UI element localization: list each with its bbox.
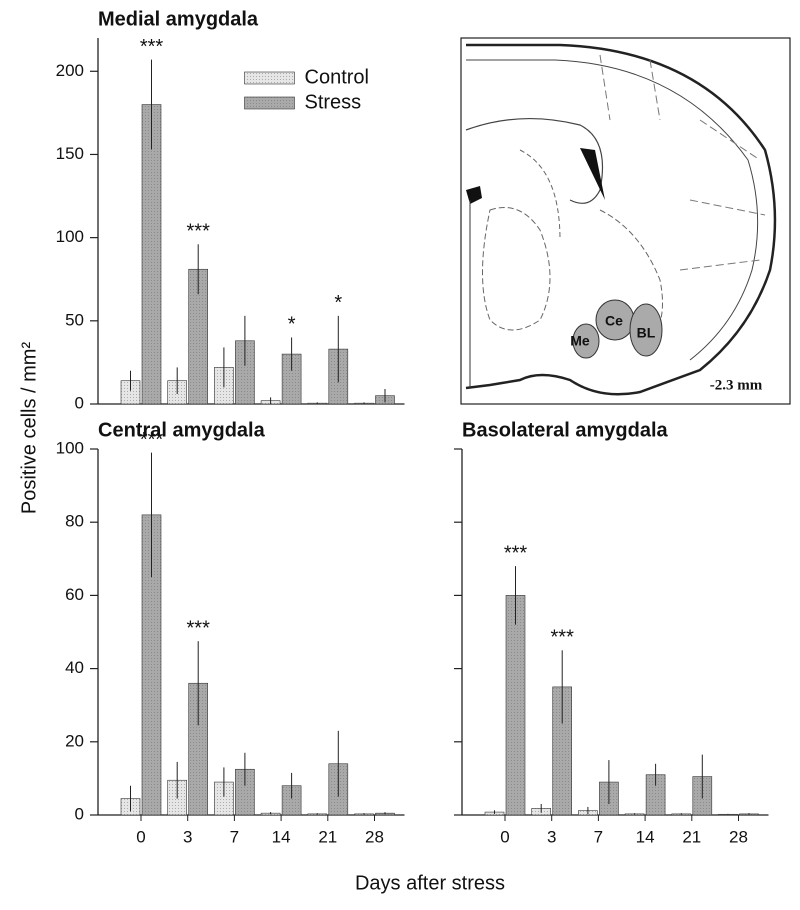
y-tick-label: 150 bbox=[56, 144, 84, 163]
ventricle bbox=[465, 117, 604, 204]
x-tick-label: 0 bbox=[136, 827, 145, 846]
x-tick-label: 3 bbox=[547, 827, 556, 846]
x-tick-label: 28 bbox=[365, 827, 384, 846]
chart-title: Medial amygdala bbox=[98, 8, 259, 30]
third-ventricle bbox=[466, 186, 482, 204]
thalamus bbox=[482, 207, 551, 331]
significance: *** bbox=[140, 429, 164, 451]
region-label: BL bbox=[637, 325, 656, 341]
legend-swatch bbox=[244, 71, 295, 85]
striatum bbox=[599, 209, 663, 351]
significance: *** bbox=[551, 627, 575, 649]
significance: * bbox=[288, 314, 296, 336]
region-label: Me bbox=[570, 333, 590, 349]
y-tick-label: 100 bbox=[56, 227, 84, 246]
y-tick-label: 60 bbox=[65, 585, 84, 604]
y-tick-label: 50 bbox=[65, 310, 84, 329]
significance: * bbox=[334, 292, 342, 314]
y-tick-label: 100 bbox=[56, 438, 84, 457]
x-tick-label: 3 bbox=[183, 827, 192, 846]
x-tick-label: 7 bbox=[230, 827, 239, 846]
y-tick-label: 80 bbox=[65, 512, 84, 531]
y-tick-label: 0 bbox=[75, 393, 84, 412]
brain-diagram: Me Ce BL -2.3 mm bbox=[460, 37, 791, 405]
y-tick-label: 200 bbox=[56, 61, 84, 80]
region-me bbox=[572, 323, 600, 359]
legend-swatch bbox=[244, 96, 295, 110]
x-axis-label: Days after stress bbox=[355, 872, 505, 894]
y-tick-label: 0 bbox=[75, 804, 84, 823]
diagram-frame bbox=[460, 37, 791, 405]
x-tick-label: 14 bbox=[636, 827, 655, 846]
significance: *** bbox=[187, 221, 211, 243]
hippocampus bbox=[519, 149, 561, 241]
ventricle-fill bbox=[580, 148, 605, 200]
brain-outline bbox=[465, 43, 777, 396]
x-tick-label: 14 bbox=[272, 827, 291, 846]
cortical-divisions bbox=[599, 54, 766, 271]
x-tick-label: 21 bbox=[318, 827, 337, 846]
x-tick-label: 28 bbox=[729, 827, 748, 846]
legend-label: Stress bbox=[305, 91, 362, 113]
x-tick-label: 0 bbox=[500, 827, 509, 846]
x-tick-label: 7 bbox=[594, 827, 603, 846]
significance: *** bbox=[187, 617, 211, 639]
x-tick-label: 21 bbox=[682, 827, 701, 846]
chart-title: Basolateral amygdala bbox=[462, 419, 669, 441]
bar bbox=[505, 595, 526, 816]
y-tick-label: 20 bbox=[65, 731, 84, 750]
section-level: -2.3 mm bbox=[710, 377, 763, 393]
cortex-line bbox=[466, 59, 759, 361]
y-tick-label: 40 bbox=[65, 658, 84, 677]
region-bl bbox=[629, 303, 663, 357]
significance: *** bbox=[140, 36, 164, 58]
chart-title: Central amygdala bbox=[98, 419, 266, 441]
region-label: Ce bbox=[605, 313, 623, 329]
significance: *** bbox=[504, 542, 528, 564]
legend-label: Control bbox=[305, 66, 369, 88]
y-axis-label: Positive cells / mm² bbox=[18, 342, 40, 515]
